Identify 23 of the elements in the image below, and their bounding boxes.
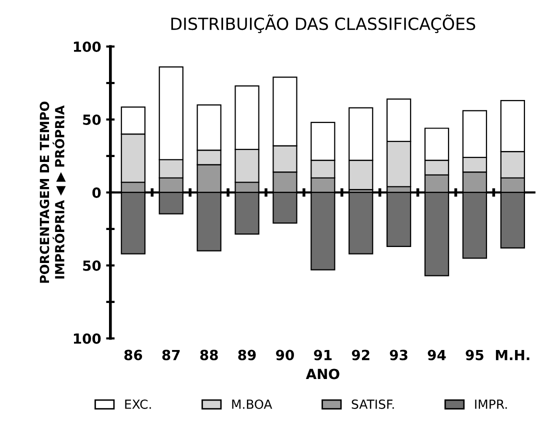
x-tick-label: 95 [466, 350, 484, 360]
y-tick-label: 50 [83, 260, 101, 271]
x-axis-title: ANO [306, 368, 340, 380]
x-tick-label: M.H. [496, 350, 530, 360]
chart-title: DISTRIBUIÇÃO DAS CLASSIFICAÇÕES [171, 14, 476, 34]
x-tick-label: 86 [124, 350, 142, 360]
y-tick-label: 50 [83, 114, 101, 125]
x-tick-label: 87 [162, 350, 180, 360]
y-tick-label: 100 [74, 333, 101, 344]
legend-label: IMPR. [475, 400, 507, 409]
legend-label: M.BOA [232, 399, 272, 409]
x-tick-label: 90 [276, 350, 294, 360]
legend-label: EXC. [125, 399, 151, 409]
y-tick-label: 0 [92, 187, 101, 198]
y-tick-label: 100 [74, 42, 101, 52]
x-tick-label: 89 [238, 350, 256, 360]
x-tick-label: 88 [200, 350, 218, 360]
x-tick-label: 94 [428, 350, 446, 360]
x-tick-label: 91 [314, 350, 332, 360]
legend-label: SATISF. [352, 399, 394, 409]
y-axis-title: PORCENTAGEM DE TEMPO IMPRÓPRIA ◀ ▶ PRÓPRIA [40, 102, 66, 283]
x-tick-label: 93 [390, 350, 408, 360]
x-tick-label: 92 [352, 350, 370, 360]
